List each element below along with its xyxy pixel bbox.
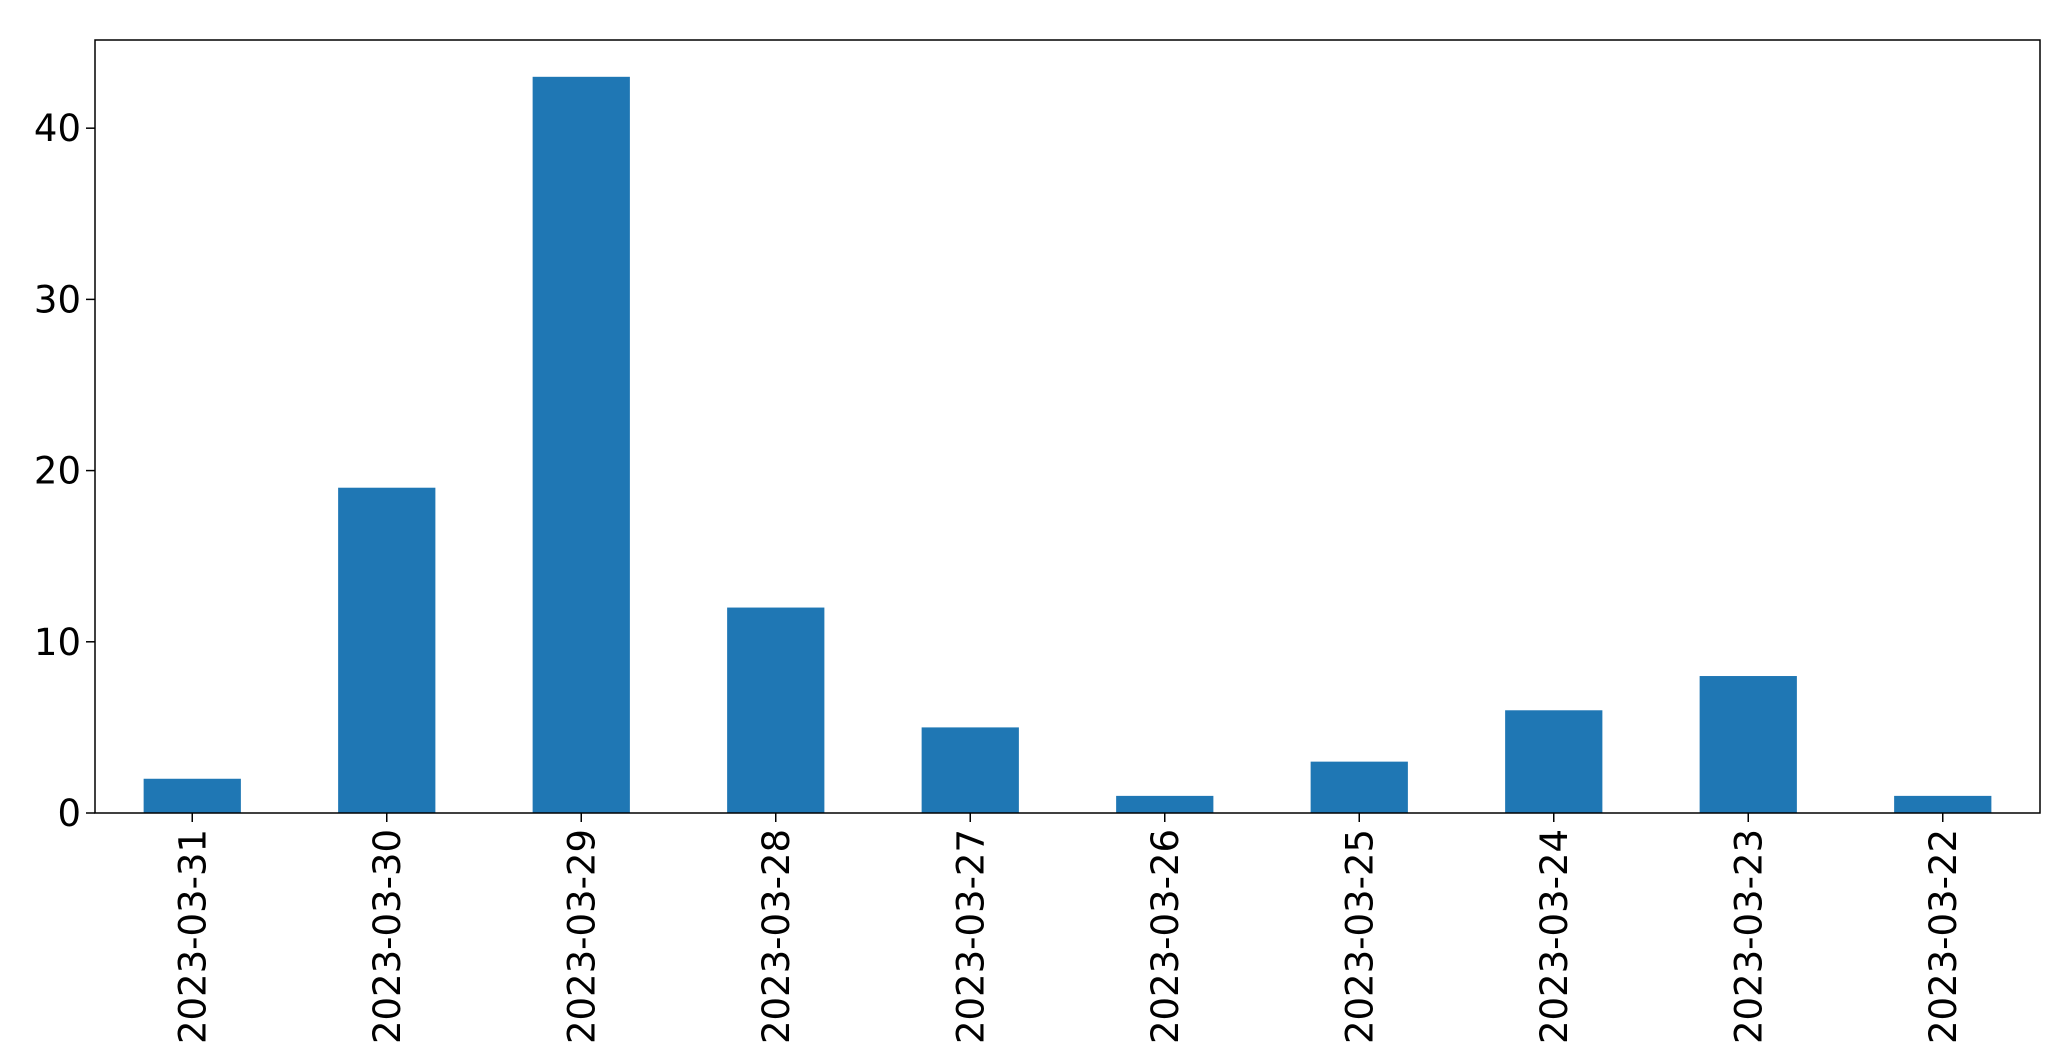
x-tick-label: 2023-03-23 [1727, 829, 1770, 1044]
plot-frame [94, 39, 2041, 814]
x-tick-label: 2023-03-28 [755, 829, 798, 1044]
x-tick-label: 2023-03-31 [171, 829, 214, 1044]
x-tick-label: 2023-03-29 [560, 829, 603, 1044]
bar-2023-03-23 [1699, 676, 1797, 813]
bar-2023-03-27 [921, 727, 1019, 813]
x-tick-label: 2023-03-25 [1338, 829, 1381, 1044]
bars-group [143, 76, 1992, 813]
bar-2023-03-22 [1894, 795, 1992, 813]
y-tick-label: 10 [34, 621, 81, 664]
bar-2023-03-24 [1505, 710, 1603, 813]
y-tick-label: 20 [34, 450, 81, 493]
bar-2023-03-31 [143, 778, 241, 813]
bar-2023-03-26 [1116, 795, 1214, 813]
y-tick-label: 30 [34, 278, 81, 321]
x-axis: 2023-03-31 2023-03-30 2023-03-29 2023-03-28… [171, 813, 1965, 1044]
bar-2023-03-28 [727, 607, 825, 813]
y-tick-label: 0 [57, 792, 81, 835]
bar-2023-03-25 [1310, 761, 1408, 813]
x-tick-label: 2023-03-30 [366, 829, 409, 1044]
x-tick-label: 2023-03-26 [1144, 829, 1187, 1044]
y-axis: 0 10 20 30 40 [34, 107, 95, 835]
bar-2023-03-30 [338, 487, 436, 813]
x-tick-label: 2023-03-22 [1922, 829, 1965, 1044]
y-tick-label: 40 [34, 107, 81, 150]
bar-2023-03-29 [532, 76, 630, 813]
x-tick-label: 2023-03-24 [1533, 829, 1576, 1044]
x-tick-label: 2023-03-27 [949, 829, 992, 1044]
